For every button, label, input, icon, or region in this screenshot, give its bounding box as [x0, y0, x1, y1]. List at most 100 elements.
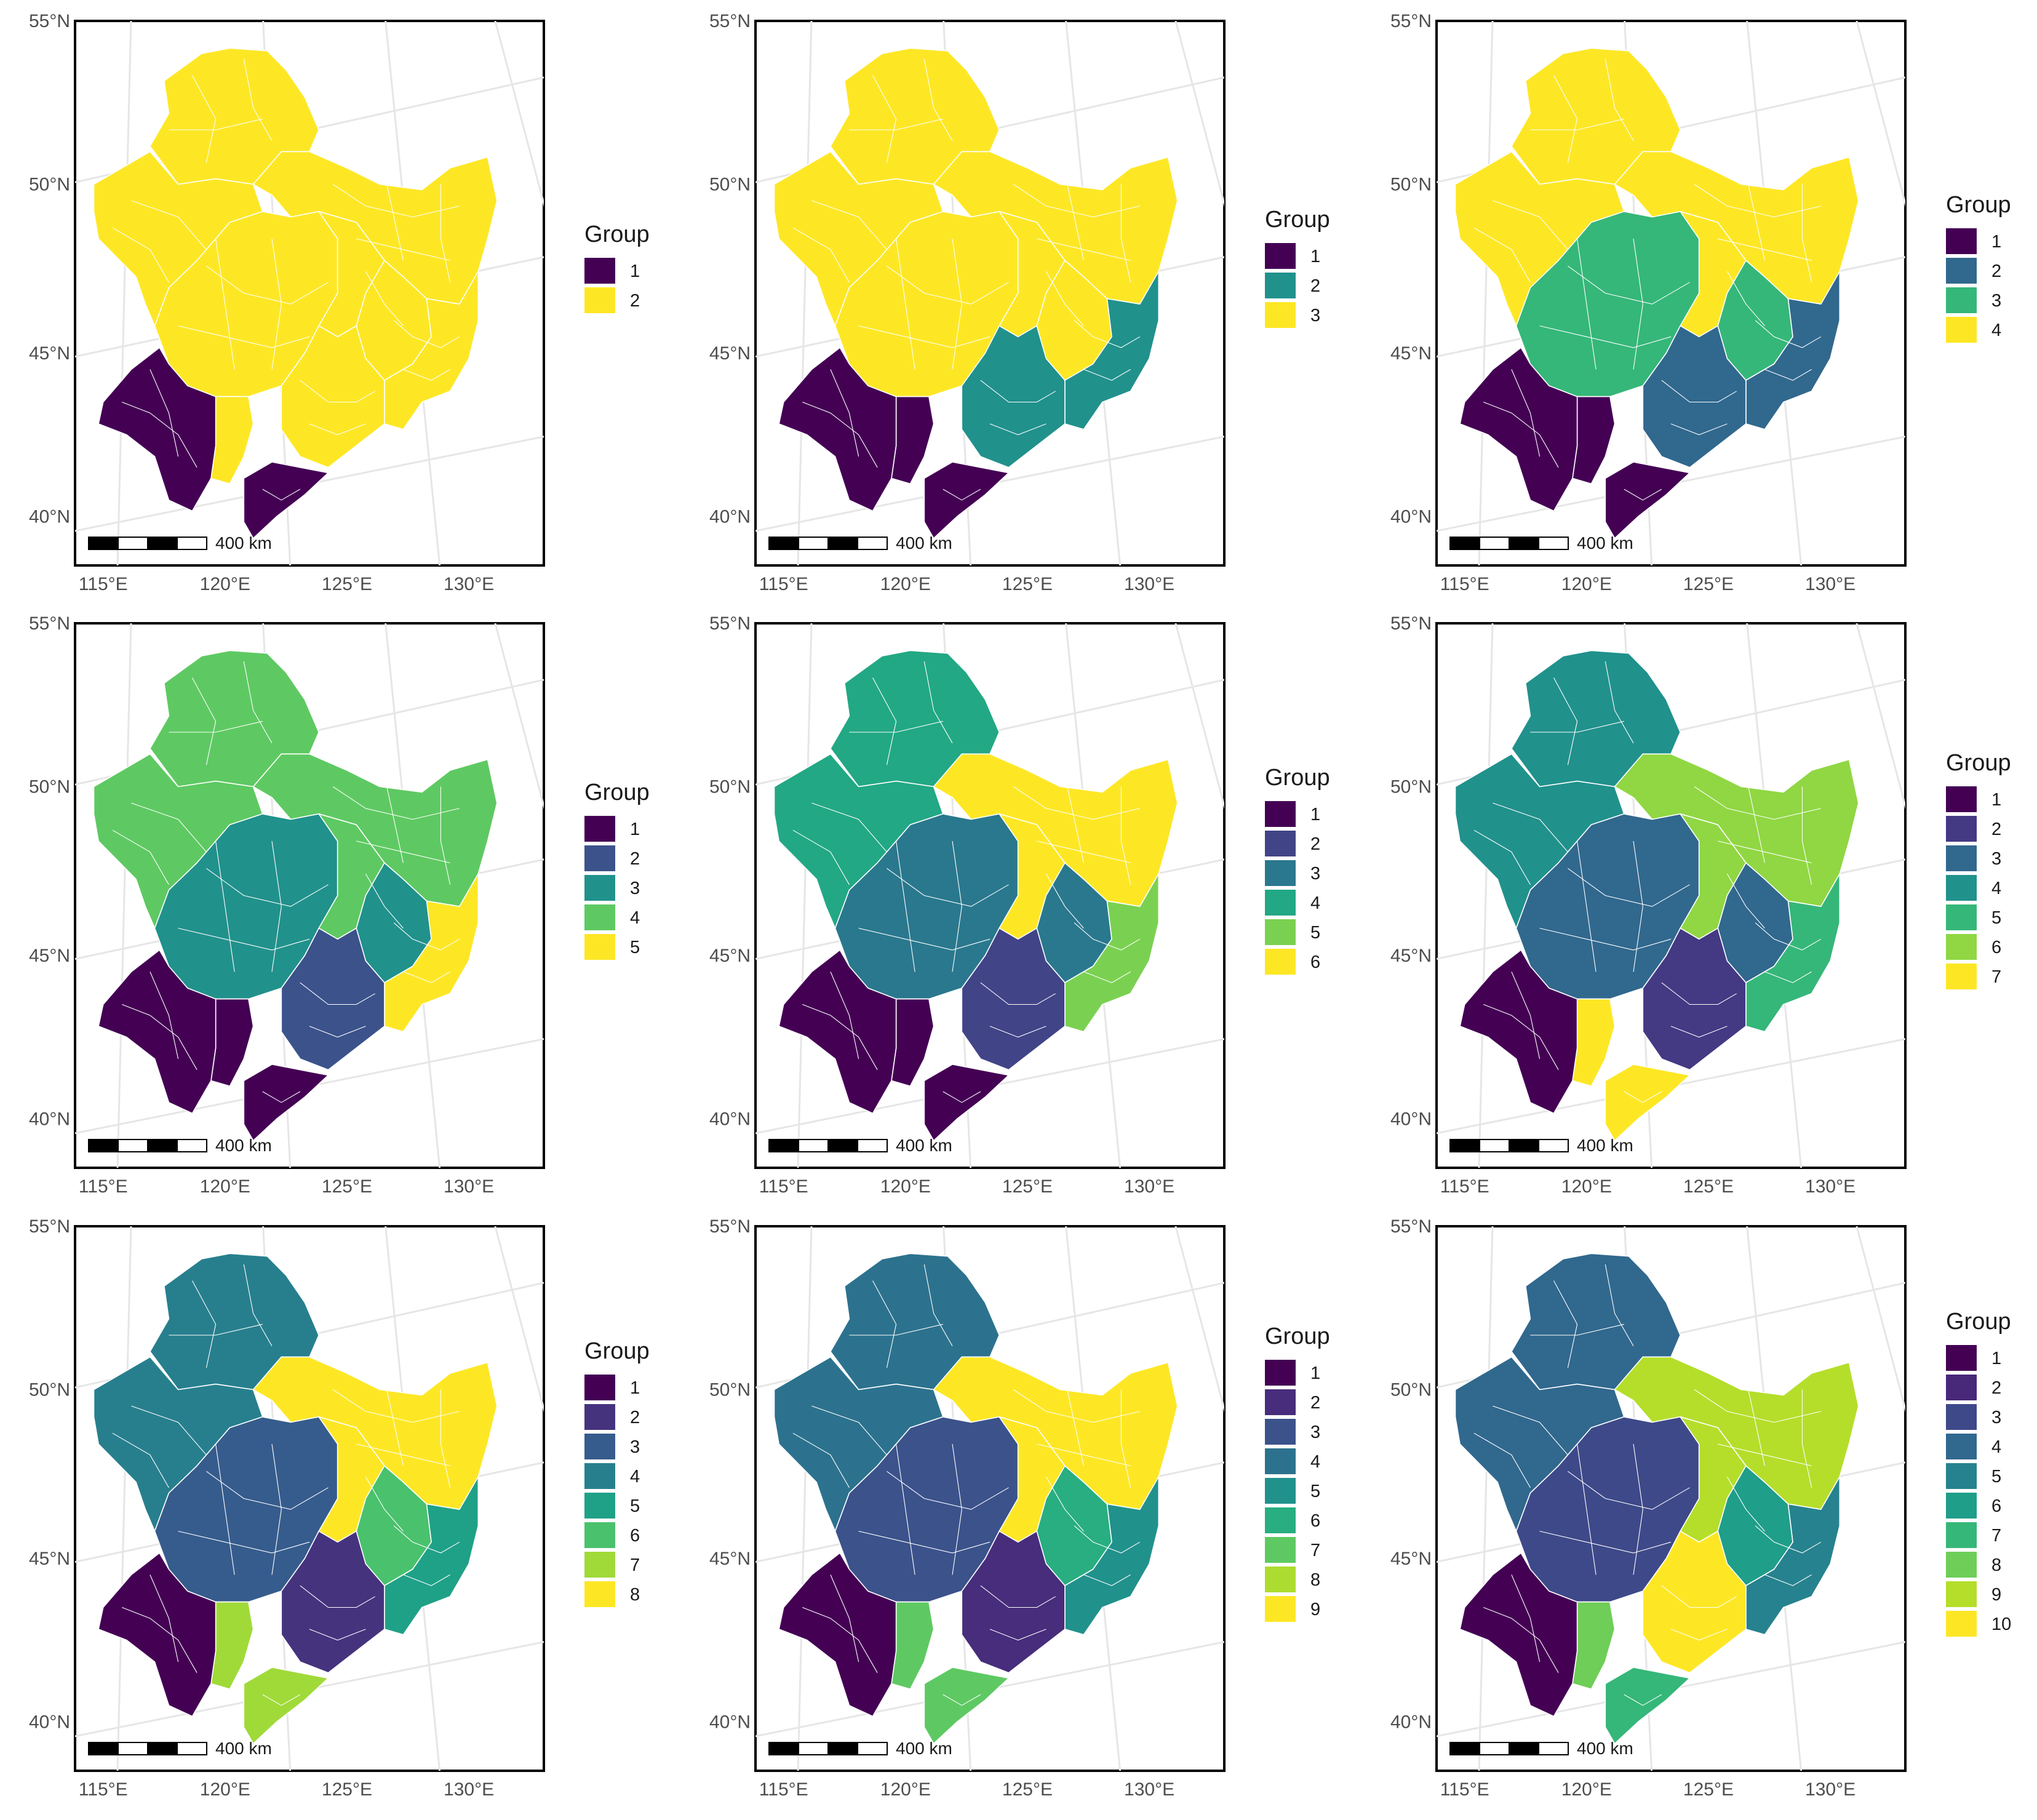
legend-item: 1: [584, 258, 640, 284]
region-jilin_east: [1064, 873, 1160, 1032]
legend-swatch: [1946, 228, 1977, 254]
district-line: [858, 928, 991, 951]
graticule-line: [797, 623, 813, 1168]
legend-swatch: [1946, 1611, 1977, 1637]
legend-swatch: [1946, 1581, 1977, 1607]
legend-swatch: [1946, 317, 1977, 343]
district-line: [192, 75, 217, 163]
legend-label: 5: [1310, 1482, 1320, 1501]
lon-tick-label: 125°E: [1002, 574, 1053, 594]
district-line: [887, 265, 1009, 305]
legend: Group 1 2 3 4 5 6: [1265, 765, 1330, 975]
scale-bar-segment: [1538, 1139, 1569, 1152]
lat-tick-label: 50°N: [29, 777, 70, 797]
legend-item: 3: [1946, 845, 2001, 871]
legend-item: 5: [1946, 1463, 2001, 1489]
legend-swatch: [584, 287, 615, 313]
region-liaoning: [1642, 1530, 1747, 1674]
district-line: [1530, 118, 1624, 130]
scale-bar-label: 400 km: [215, 533, 272, 553]
scale-bar: 400 km: [1449, 1136, 1633, 1155]
district-line: [802, 1004, 878, 1070]
legend-title: Group: [584, 780, 650, 805]
region-liaodong: [923, 1064, 1010, 1141]
legend-swatch: [1265, 1419, 1296, 1445]
legend-item: 2: [1946, 258, 2001, 284]
legend-label: 1: [630, 820, 640, 839]
region-liaoning: [281, 927, 385, 1071]
legend-swatch: [1265, 1389, 1296, 1415]
region-jilin_east: [384, 1476, 479, 1635]
district-line: [1493, 200, 1568, 250]
lon-tick-label: 115°E: [79, 1779, 128, 1800]
district-boundaries: [792, 661, 1141, 1103]
legend-label: 7: [1310, 1541, 1320, 1560]
legend-item: 1: [584, 816, 640, 842]
lat-tick-label: 45°N: [709, 1549, 751, 1569]
legend-item: 3: [1265, 302, 1320, 328]
legend-item: 3: [584, 875, 640, 901]
district-line: [1473, 1432, 1531, 1488]
legend: Group 1 2 3 4 5 6 7 8 9: [1265, 1323, 1330, 1622]
scale-bar-segment: [177, 537, 207, 550]
lon-tick-label: 130°E: [1124, 574, 1174, 594]
legend-swatch: [1946, 934, 1977, 960]
scale-bar-label: 400 km: [215, 1136, 272, 1155]
district-line: [1670, 1026, 1728, 1038]
lon-tick-label: 120°E: [1561, 1176, 1612, 1197]
district-line: [943, 489, 981, 501]
district-line: [1694, 786, 1821, 820]
legend-label: 3: [1991, 849, 2001, 869]
legend-item: 5: [584, 1493, 640, 1519]
district-line: [122, 401, 197, 468]
lat-tick-label: 50°N: [1390, 777, 1432, 797]
lat-tick-label: 55°N: [29, 613, 70, 634]
legend-label: 1: [1991, 790, 2001, 810]
scale-bar-segment: [118, 537, 148, 550]
district-line: [792, 227, 850, 283]
district-line: [1661, 380, 1737, 403]
choropleth-regions: [93, 1253, 498, 1744]
legend-swatch: [584, 816, 615, 842]
legend-label: 2: [1310, 834, 1320, 854]
district-line: [178, 1531, 310, 1554]
scale-bar: 400 km: [88, 533, 272, 553]
legend-title: Group: [1265, 765, 1330, 791]
scale-bar-segment: [1449, 537, 1480, 550]
legend-label: 1: [1310, 1363, 1320, 1383]
district-line: [811, 802, 887, 853]
district-line: [1568, 1471, 1690, 1510]
legend-label: 9: [1991, 1585, 2001, 1605]
lon-tick-label: 115°E: [759, 574, 808, 594]
district-line: [887, 868, 1009, 907]
legend-swatch: [1946, 845, 1977, 871]
legend-swatch: [1265, 860, 1296, 886]
legend-swatch: [584, 1404, 615, 1430]
district-line: [309, 1629, 366, 1641]
district-line: [887, 1471, 1009, 1510]
district-line: [1511, 369, 1541, 457]
legend-swatch: [584, 1581, 615, 1607]
district-line: [243, 661, 273, 743]
scale-bar: 400 km: [1449, 1739, 1633, 1758]
district-boundaries: [1473, 1264, 1822, 1706]
legend-swatch: [1946, 875, 1977, 901]
legend: Group 1 2 3 4 5 6 7: [1946, 750, 2011, 989]
district-line: [1037, 238, 1131, 261]
scale-bar-segment: [798, 1742, 829, 1755]
legend-label: 1: [1991, 232, 2001, 252]
district-line: [1568, 265, 1690, 305]
lat-tick-label: 55°N: [29, 1216, 70, 1237]
scale-bar-segment: [118, 1742, 148, 1755]
lat-tick-label: 45°N: [1390, 946, 1432, 966]
region-liaodong: [1604, 1064, 1691, 1141]
legend-label: 3: [1310, 1423, 1320, 1442]
legend-swatch: [584, 845, 615, 871]
district-line: [332, 184, 460, 218]
district-line: [332, 1389, 460, 1423]
district-line: [858, 1531, 991, 1554]
legend-label: 2: [1991, 1378, 2001, 1398]
legend-label: 5: [630, 1496, 640, 1516]
district-line: [1624, 489, 1662, 501]
legend-swatch: [1946, 1434, 1977, 1459]
